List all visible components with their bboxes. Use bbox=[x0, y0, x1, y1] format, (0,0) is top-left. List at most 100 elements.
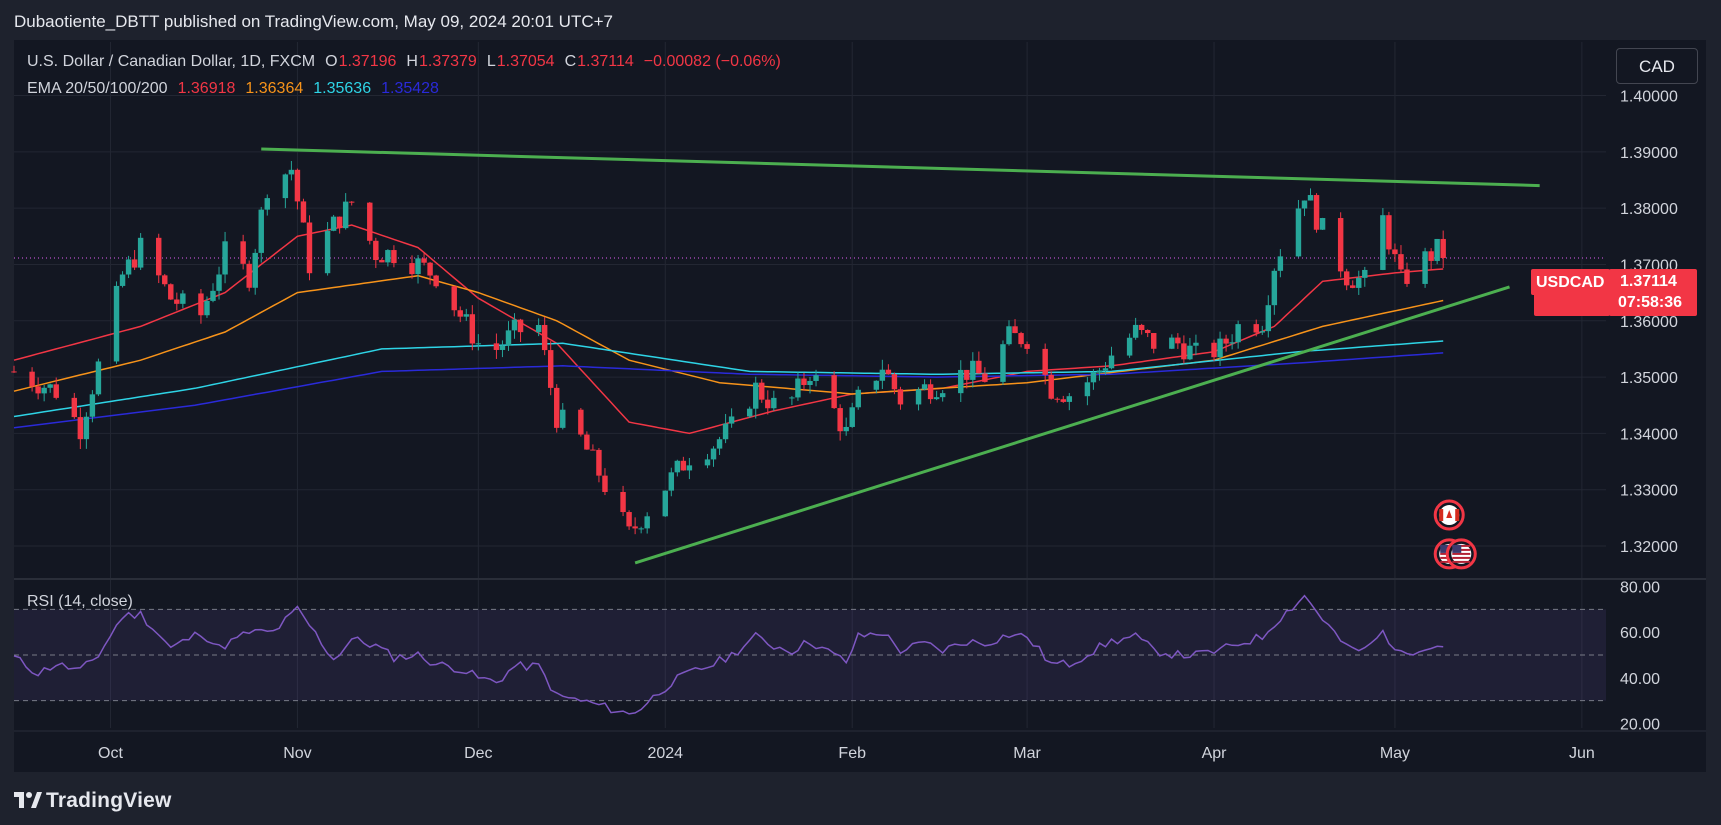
maple-leaf bbox=[1446, 510, 1453, 519]
candle-body bbox=[1295, 208, 1302, 257]
candle-body bbox=[1392, 249, 1398, 255]
candle-body bbox=[210, 290, 216, 301]
price-tag-box bbox=[1609, 269, 1697, 316]
candle-body bbox=[1090, 372, 1097, 383]
candle-body bbox=[849, 407, 855, 427]
candle-body bbox=[964, 369, 970, 380]
candle-body bbox=[168, 284, 174, 300]
symbol-tag-text: USDCAD bbox=[1536, 274, 1605, 291]
candle-body bbox=[915, 389, 922, 405]
candle-body bbox=[330, 216, 337, 231]
low-label: L bbox=[486, 53, 496, 70]
candle-body bbox=[674, 460, 681, 473]
candle-body bbox=[433, 275, 439, 287]
candle-body bbox=[1169, 337, 1175, 349]
candle-body bbox=[1138, 324, 1145, 331]
candle-body bbox=[1337, 218, 1344, 272]
candle-body bbox=[336, 216, 343, 229]
candle-body bbox=[771, 397, 777, 409]
price-tick-label: 1.38000 bbox=[1620, 201, 1678, 218]
candle-body bbox=[1000, 344, 1006, 382]
candle-body bbox=[1229, 342, 1235, 344]
ema-line-ema20 bbox=[13, 224, 1444, 435]
ema-legend[interactable]: EMA 20/50/100/200 1.36918 1.36364 1.35636 1.… bbox=[27, 80, 445, 98]
candle-body bbox=[306, 222, 313, 274]
candle-body bbox=[282, 174, 289, 199]
ema20-value: 1.36918 bbox=[177, 80, 236, 97]
candle-body bbox=[547, 350, 554, 388]
candle-body bbox=[1151, 333, 1157, 349]
candle-body bbox=[879, 369, 886, 381]
candle-body bbox=[873, 380, 880, 390]
candle-body bbox=[1235, 324, 1241, 343]
symbol-legend[interactable]: U.S. Dollar / Canadian Dollar, 1D, FXCM O… bbox=[27, 53, 787, 71]
candle-body bbox=[590, 449, 596, 451]
candle-body bbox=[885, 369, 892, 375]
candle-body bbox=[264, 198, 270, 210]
candle-body bbox=[1084, 382, 1091, 397]
candle-body bbox=[855, 389, 861, 408]
candle-body bbox=[801, 378, 807, 385]
price-tick-label: 1.35000 bbox=[1620, 370, 1678, 387]
candle-body bbox=[348, 201, 355, 203]
candle-body bbox=[294, 169, 301, 202]
candle-body bbox=[1126, 337, 1133, 356]
candle-body bbox=[1440, 238, 1446, 259]
candle-body bbox=[1012, 326, 1018, 334]
candle-body bbox=[1422, 251, 1428, 284]
candle-body bbox=[1187, 345, 1193, 360]
candle-body bbox=[626, 512, 632, 527]
candle-body bbox=[475, 343, 482, 345]
candle-body bbox=[584, 434, 590, 450]
candle-body bbox=[47, 384, 53, 388]
candle-body bbox=[499, 345, 506, 350]
candle-body bbox=[1398, 254, 1404, 270]
candle-body bbox=[216, 274, 222, 291]
time-tick-label: May bbox=[1380, 745, 1410, 762]
currency-button[interactable]: CAD bbox=[1616, 48, 1698, 84]
candle-body bbox=[288, 169, 295, 175]
candle-body bbox=[976, 360, 982, 374]
trendline-upper bbox=[261, 147, 1540, 188]
countdown-text: 07:58:36 bbox=[1618, 294, 1683, 311]
candle-body bbox=[596, 449, 602, 476]
rsi-label[interactable]: RSI (14, close) bbox=[27, 593, 133, 610]
ema-line-ema200 bbox=[13, 352, 1444, 429]
candle-body bbox=[29, 371, 35, 387]
candle-body bbox=[342, 201, 349, 229]
candle-body bbox=[1301, 200, 1308, 209]
candle-body bbox=[1060, 399, 1066, 402]
symbol-tag bbox=[1531, 269, 1607, 295]
candle-body bbox=[1434, 238, 1440, 261]
ema100-value: 1.35636 bbox=[313, 80, 372, 97]
candle-body bbox=[578, 409, 584, 435]
candle-body bbox=[620, 491, 626, 513]
candle-body bbox=[837, 408, 843, 432]
candle-body bbox=[162, 275, 168, 285]
low-value: 1.37054 bbox=[496, 53, 555, 70]
candle-body bbox=[421, 258, 427, 263]
price-tick-label: 1.32000 bbox=[1620, 539, 1678, 556]
candle-body bbox=[77, 417, 84, 440]
us-flag-icon bbox=[1445, 538, 1477, 570]
ema-label: EMA 20/50/100/200 bbox=[27, 80, 168, 97]
candle-body bbox=[174, 299, 180, 304]
candle-body bbox=[511, 319, 518, 331]
candle-body bbox=[1253, 324, 1259, 333]
footer: TradingView bbox=[0, 772, 1721, 825]
candle-body bbox=[493, 343, 500, 350]
time-tick-label: Nov bbox=[283, 745, 311, 762]
axis-layer: 1.400001.390001.380001.370001.360001.350… bbox=[98, 89, 1678, 763]
rsi-tick-label: 20.00 bbox=[1620, 716, 1660, 733]
candle-body bbox=[1319, 218, 1326, 230]
candle-body bbox=[1277, 256, 1284, 271]
candle-body bbox=[602, 475, 608, 492]
tradingview-logo-icon bbox=[14, 792, 42, 808]
candle-body bbox=[246, 263, 252, 288]
candle-body bbox=[1259, 331, 1265, 333]
candle-body bbox=[1018, 333, 1024, 345]
candle-body bbox=[457, 310, 463, 317]
flag-band bbox=[1455, 509, 1460, 522]
candle-body bbox=[222, 241, 228, 275]
